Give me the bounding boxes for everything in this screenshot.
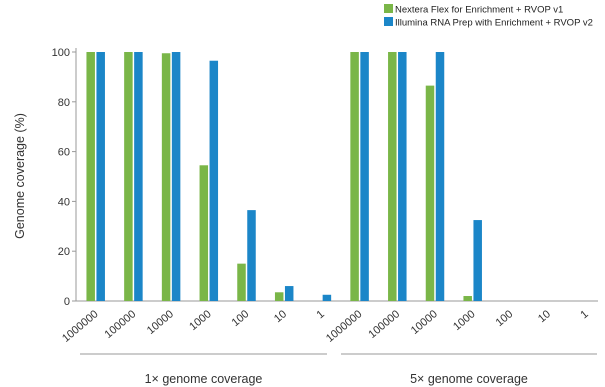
y-tick-label: 0 bbox=[64, 296, 70, 308]
x-tick-label: 10 bbox=[536, 308, 553, 325]
group-labels: 1× genome coverage 5× genome coverage bbox=[80, 353, 597, 386]
bar-illumina bbox=[435, 52, 445, 301]
bar-illumina bbox=[171, 52, 181, 301]
legend-swatch bbox=[384, 17, 393, 26]
x-tick-label: 1000 bbox=[187, 308, 213, 333]
y-tick-label: 60 bbox=[58, 147, 70, 159]
bar-illumina bbox=[134, 52, 143, 301]
x-tick-label: 1 bbox=[578, 308, 590, 321]
bar-illumina bbox=[398, 52, 407, 301]
x-tick-label: 10000 bbox=[145, 308, 176, 337]
group-label: 5× genome coverage bbox=[410, 372, 528, 386]
x-tick-label: 100000 bbox=[102, 308, 138, 341]
bar-nextera bbox=[388, 52, 397, 301]
bars bbox=[86, 52, 482, 302]
y-tick-label: 20 bbox=[58, 246, 70, 258]
x-tick-label: 1000000 bbox=[60, 308, 101, 345]
bar-nextera bbox=[86, 52, 95, 301]
group-label: 1× genome coverage bbox=[145, 372, 263, 386]
bar-illumina bbox=[209, 60, 219, 301]
bar-nextera bbox=[161, 53, 171, 301]
x-tick-label: 100000 bbox=[366, 308, 402, 341]
bar-illumina bbox=[96, 52, 105, 301]
bar-nextera bbox=[425, 85, 435, 302]
legend: Nextera Flex for Enrichment + RVOP v1 Ill… bbox=[384, 4, 593, 29]
x-tick-label: 1000 bbox=[451, 308, 477, 333]
y-axis-title: Genome coverage (%) bbox=[13, 113, 27, 239]
bar-nextera bbox=[350, 52, 359, 301]
bar-illumina bbox=[322, 294, 332, 301]
x-tick-label: 10000 bbox=[409, 308, 440, 337]
bar-illumina bbox=[360, 52, 369, 301]
bar-nextera bbox=[199, 165, 209, 301]
bar-nextera bbox=[274, 292, 284, 301]
legend-label: Illumina RNA Prep with Enrichment + RVOP… bbox=[395, 18, 593, 29]
legend-swatch bbox=[384, 4, 393, 13]
bar-nextera bbox=[124, 52, 133, 301]
bar-illumina bbox=[247, 210, 256, 301]
x-tick-label: 100 bbox=[494, 308, 516, 329]
bar-nextera bbox=[237, 263, 246, 301]
y-tick-label: 100 bbox=[52, 47, 70, 59]
bar-nextera bbox=[463, 296, 472, 301]
x-tick-label: 100 bbox=[230, 308, 252, 329]
y-tick-label: 80 bbox=[58, 97, 70, 109]
x-tick-label: 1 bbox=[314, 308, 326, 321]
x-tick-label: 1000000 bbox=[324, 308, 365, 345]
legend-label: Nextera Flex for Enrichment + RVOP v1 bbox=[395, 5, 563, 16]
bar-illumina bbox=[473, 220, 482, 301]
x-tick-label: 10 bbox=[272, 308, 289, 325]
bar-illumina bbox=[284, 286, 294, 301]
y-tick-label: 40 bbox=[58, 196, 70, 208]
y-axis: 0 20 40 60 80 100 bbox=[52, 47, 77, 308]
